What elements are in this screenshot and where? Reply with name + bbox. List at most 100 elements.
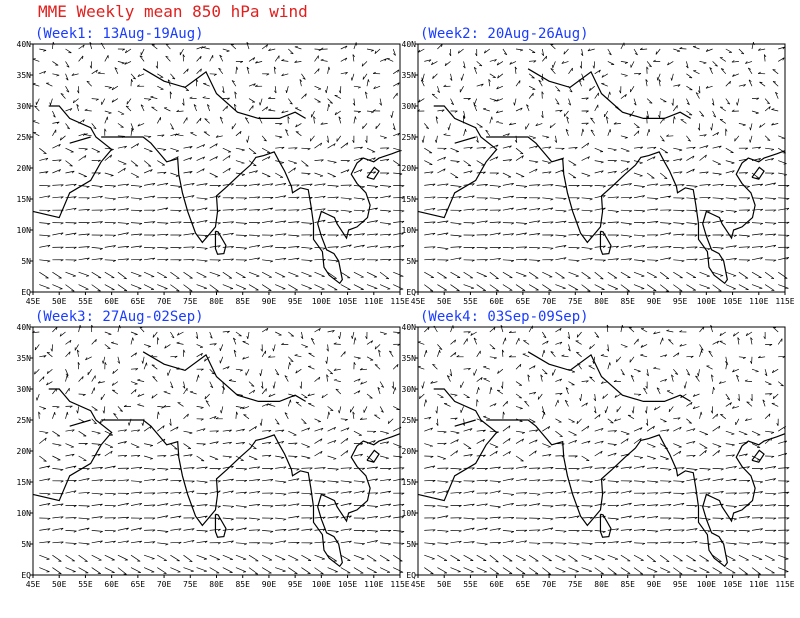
y-tick-label: 40N: [17, 323, 32, 332]
map-panel: (Week2: 20Aug-26Aug) 45E 50E 55E 60E 65E 70E 75…: [402, 26, 795, 306]
x-tick-label: 110E: [364, 580, 383, 589]
x-tick-label: 100E: [312, 297, 331, 306]
coastline: [417, 105, 498, 219]
y-tick-label: 30N: [17, 385, 32, 394]
x-tick-label: 75E: [183, 580, 198, 589]
y-tick-label: 10N: [402, 509, 417, 518]
x-tick-label: 55E: [463, 580, 478, 589]
map-panel: (Week1: 13Aug-19Aug) 45E 50E 55E 60E 65E 70E 75…: [17, 26, 410, 306]
panel-title: (Week4: 03Sep-09Sep): [420, 309, 589, 325]
x-tick-label: 75E: [568, 297, 583, 306]
x-tick-label: 55E: [463, 297, 478, 306]
wind-vectors: [417, 41, 790, 292]
x-tick-label: 50E: [52, 297, 67, 306]
x-tick-label: 105E: [338, 580, 357, 589]
y-tick-label: EQ: [21, 571, 31, 580]
x-tick-label: 70E: [542, 297, 557, 306]
wind-vectors: [32, 324, 405, 575]
x-tick-label: 85E: [620, 297, 635, 306]
y-tick-label: 5N: [21, 540, 31, 549]
y-tick-label: 35N: [402, 354, 417, 363]
coastline: [214, 230, 227, 255]
x-tick-label: 65E: [516, 297, 531, 306]
x-tick-label: 110E: [749, 580, 768, 589]
x-tick-label: 70E: [157, 580, 172, 589]
x-tick-label: 85E: [235, 297, 250, 306]
x-tick-label: 90E: [262, 297, 277, 306]
coastline: [527, 68, 691, 120]
y-tick-label: 40N: [402, 40, 417, 49]
map-panel: (Week4: 03Sep-09Sep) 45E 50E 55E 60E 65E 70E 75…: [402, 309, 795, 589]
y-tick-label: 15N: [402, 478, 417, 487]
y-tick-label: 5N: [21, 257, 31, 266]
x-tick-label: 90E: [647, 297, 662, 306]
coastline: [101, 136, 401, 285]
x-tick-label: 90E: [647, 580, 662, 589]
x-tick-label: 90E: [262, 580, 277, 589]
x-tick-label: 80E: [209, 297, 224, 306]
x-tick-label: 115E: [775, 297, 794, 306]
x-tick-label: 95E: [288, 297, 303, 306]
y-tick-label: 5N: [406, 540, 416, 549]
coastline: [366, 449, 380, 463]
x-tick-label: 115E: [775, 580, 794, 589]
y-tick-label: 15N: [402, 195, 417, 204]
coastline: [454, 419, 476, 427]
y-tick-label: 30N: [402, 102, 417, 111]
x-tick-label: 95E: [288, 580, 303, 589]
y-tick-label: 20N: [17, 164, 32, 173]
x-tick-label: 45E: [26, 580, 41, 589]
y-tick-label: 10N: [17, 226, 32, 235]
map-frame: [32, 43, 401, 293]
map-frame: [417, 326, 786, 576]
x-tick-label: 80E: [209, 580, 224, 589]
x-tick-label: 60E: [104, 580, 119, 589]
x-tick-label: 85E: [235, 580, 250, 589]
y-tick-label: 30N: [17, 102, 32, 111]
y-tick-label: 25N: [402, 416, 417, 425]
x-tick-label: 50E: [437, 297, 452, 306]
coastline: [751, 166, 765, 180]
coastline: [214, 513, 227, 538]
x-tick-label: 65E: [131, 580, 146, 589]
y-tick-label: 35N: [17, 354, 32, 363]
x-tick-label: 55E: [78, 580, 93, 589]
y-tick-label: 15N: [17, 478, 32, 487]
y-tick-label: 40N: [402, 323, 417, 332]
x-tick-label: 55E: [78, 297, 93, 306]
x-tick-label: 95E: [673, 580, 688, 589]
x-tick-label: 105E: [723, 297, 742, 306]
x-tick-label: 110E: [749, 297, 768, 306]
x-tick-label: 85E: [620, 580, 635, 589]
x-tick-label: 95E: [673, 297, 688, 306]
coastline: [486, 419, 786, 568]
coastline: [366, 166, 380, 180]
x-tick-label: 50E: [52, 580, 67, 589]
x-tick-label: 45E: [411, 580, 426, 589]
x-tick-label: 105E: [338, 297, 357, 306]
map-panel: (Week3: 27Aug-02Sep) 45E 50E 55E 60E 65E 70E 75…: [17, 309, 410, 589]
x-tick-label: 50E: [437, 580, 452, 589]
coastline: [32, 105, 113, 219]
y-tick-label: 5N: [406, 257, 416, 266]
coastline: [142, 68, 306, 120]
coastline: [142, 351, 306, 402]
y-tick-label: 35N: [17, 71, 32, 80]
x-tick-label: 70E: [157, 297, 172, 306]
coastline: [599, 230, 612, 255]
coastline: [417, 388, 498, 502]
y-tick-label: 25N: [402, 133, 417, 142]
x-tick-label: 115E: [390, 580, 409, 589]
y-tick-label: 25N: [17, 416, 32, 425]
x-tick-label: 70E: [542, 580, 557, 589]
coastline: [69, 136, 91, 144]
coastline: [486, 136, 786, 285]
y-tick-label: 10N: [402, 226, 417, 235]
map-frame: [417, 43, 786, 293]
coastline: [32, 388, 113, 502]
coastline: [101, 419, 401, 568]
y-tick-label: 20N: [402, 164, 417, 173]
x-tick-label: 80E: [594, 297, 609, 306]
panel-title: (Week1: 13Aug-19Aug): [35, 26, 204, 42]
y-tick-label: 30N: [402, 385, 417, 394]
